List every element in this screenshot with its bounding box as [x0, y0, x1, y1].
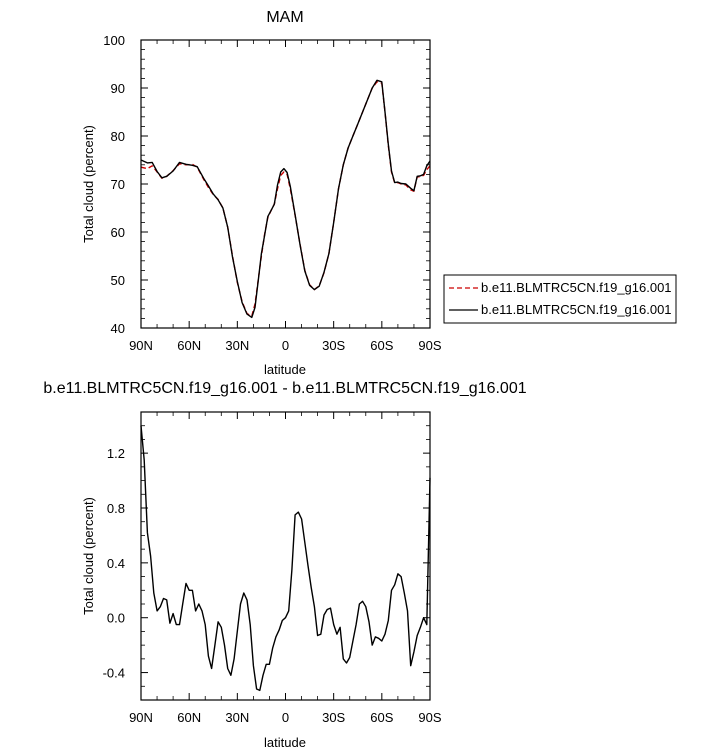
bottom-chart-xlabel: latitude: [264, 735, 306, 750]
bottom-chart-ticks: [140, 411, 431, 701]
x-tick-label: 0: [282, 710, 289, 725]
x-tick-label: 90S: [418, 338, 441, 353]
bottom-chart-frame: [140, 411, 431, 701]
y-tick-label: 70: [111, 177, 125, 192]
x-tick-label: 90S: [418, 710, 441, 725]
x-tick-label: 90N: [129, 710, 153, 725]
y-tick-label: 0.4: [107, 556, 125, 571]
x-tick-label: 30S: [322, 338, 345, 353]
x-tick-label: 60S: [370, 338, 393, 353]
y-tick-label: 90: [111, 81, 125, 96]
bottom-chart-tick-labels: 90N 60N 30N 0 30S 60S 90S -0.4 0.0 0.4 0.8 1.2: [103, 446, 442, 725]
top-chart-panel: MAM 90N 60N 30N 0 30S 60S 90S 40 50 60 70 80 90 100 l…: [81, 9, 677, 377]
legend-frame: [443, 274, 677, 324]
y-tick-label: 60: [111, 225, 125, 240]
y-tick-label: 1.2: [107, 446, 125, 461]
x-tick-label: 60S: [370, 710, 393, 725]
bottom-chart-panel: b.e11.BLMTRC5CN.f19_g16.001 - b.e11.BLMT…: [43, 380, 526, 750]
y-tick-label: 0.0: [107, 611, 125, 626]
y-tick-label: 80: [111, 129, 125, 144]
y-tick-label: 40: [111, 321, 125, 336]
top-chart-ylabel: Total cloud (percent): [81, 125, 96, 243]
x-tick-label: 60N: [177, 338, 201, 353]
x-tick-label: 30N: [225, 338, 249, 353]
x-tick-label: 60N: [177, 710, 201, 725]
top-chart-frame: [140, 39, 431, 329]
top-chart-tick-labels: 90N 60N 30N 0 30S 60S 90S 40 50 60 70 80 90 100: [103, 33, 442, 353]
series-line-1: [140, 79, 431, 319]
top-chart-ticks: [140, 39, 431, 329]
y-tick-label: -0.4: [103, 666, 125, 681]
bottom-chart-series: [140, 425, 431, 692]
top-chart-legend: b.e11.BLMTRC5CN.f19_g16.001 b.e11.BLMTRC…: [443, 274, 677, 324]
legend-label-black: b.e11.BLMTRC5CN.f19_g16.001: [481, 302, 672, 317]
y-tick-label: 100: [103, 33, 125, 48]
y-tick-label: 50: [111, 273, 125, 288]
bottom-chart-ylabel: Total cloud (percent): [81, 497, 96, 615]
top-chart-xlabel: latitude: [264, 362, 306, 377]
x-tick-label: 30S: [322, 710, 345, 725]
x-tick-label: 0: [282, 338, 289, 353]
legend-label-red: b.e11.BLMTRC5CN.f19_g16.001: [481, 280, 672, 295]
x-tick-label: 30N: [225, 710, 249, 725]
x-tick-label: 90N: [129, 338, 153, 353]
series-line-0: [140, 425, 431, 692]
series-line-0: [140, 81, 431, 317]
y-tick-label: 0.8: [107, 501, 125, 516]
bottom-chart-title: b.e11.BLMTRC5CN.f19_g16.001 - b.e11.BLMT…: [43, 380, 526, 397]
top-chart-title: MAM: [266, 9, 303, 26]
top-chart-series: [140, 79, 431, 319]
